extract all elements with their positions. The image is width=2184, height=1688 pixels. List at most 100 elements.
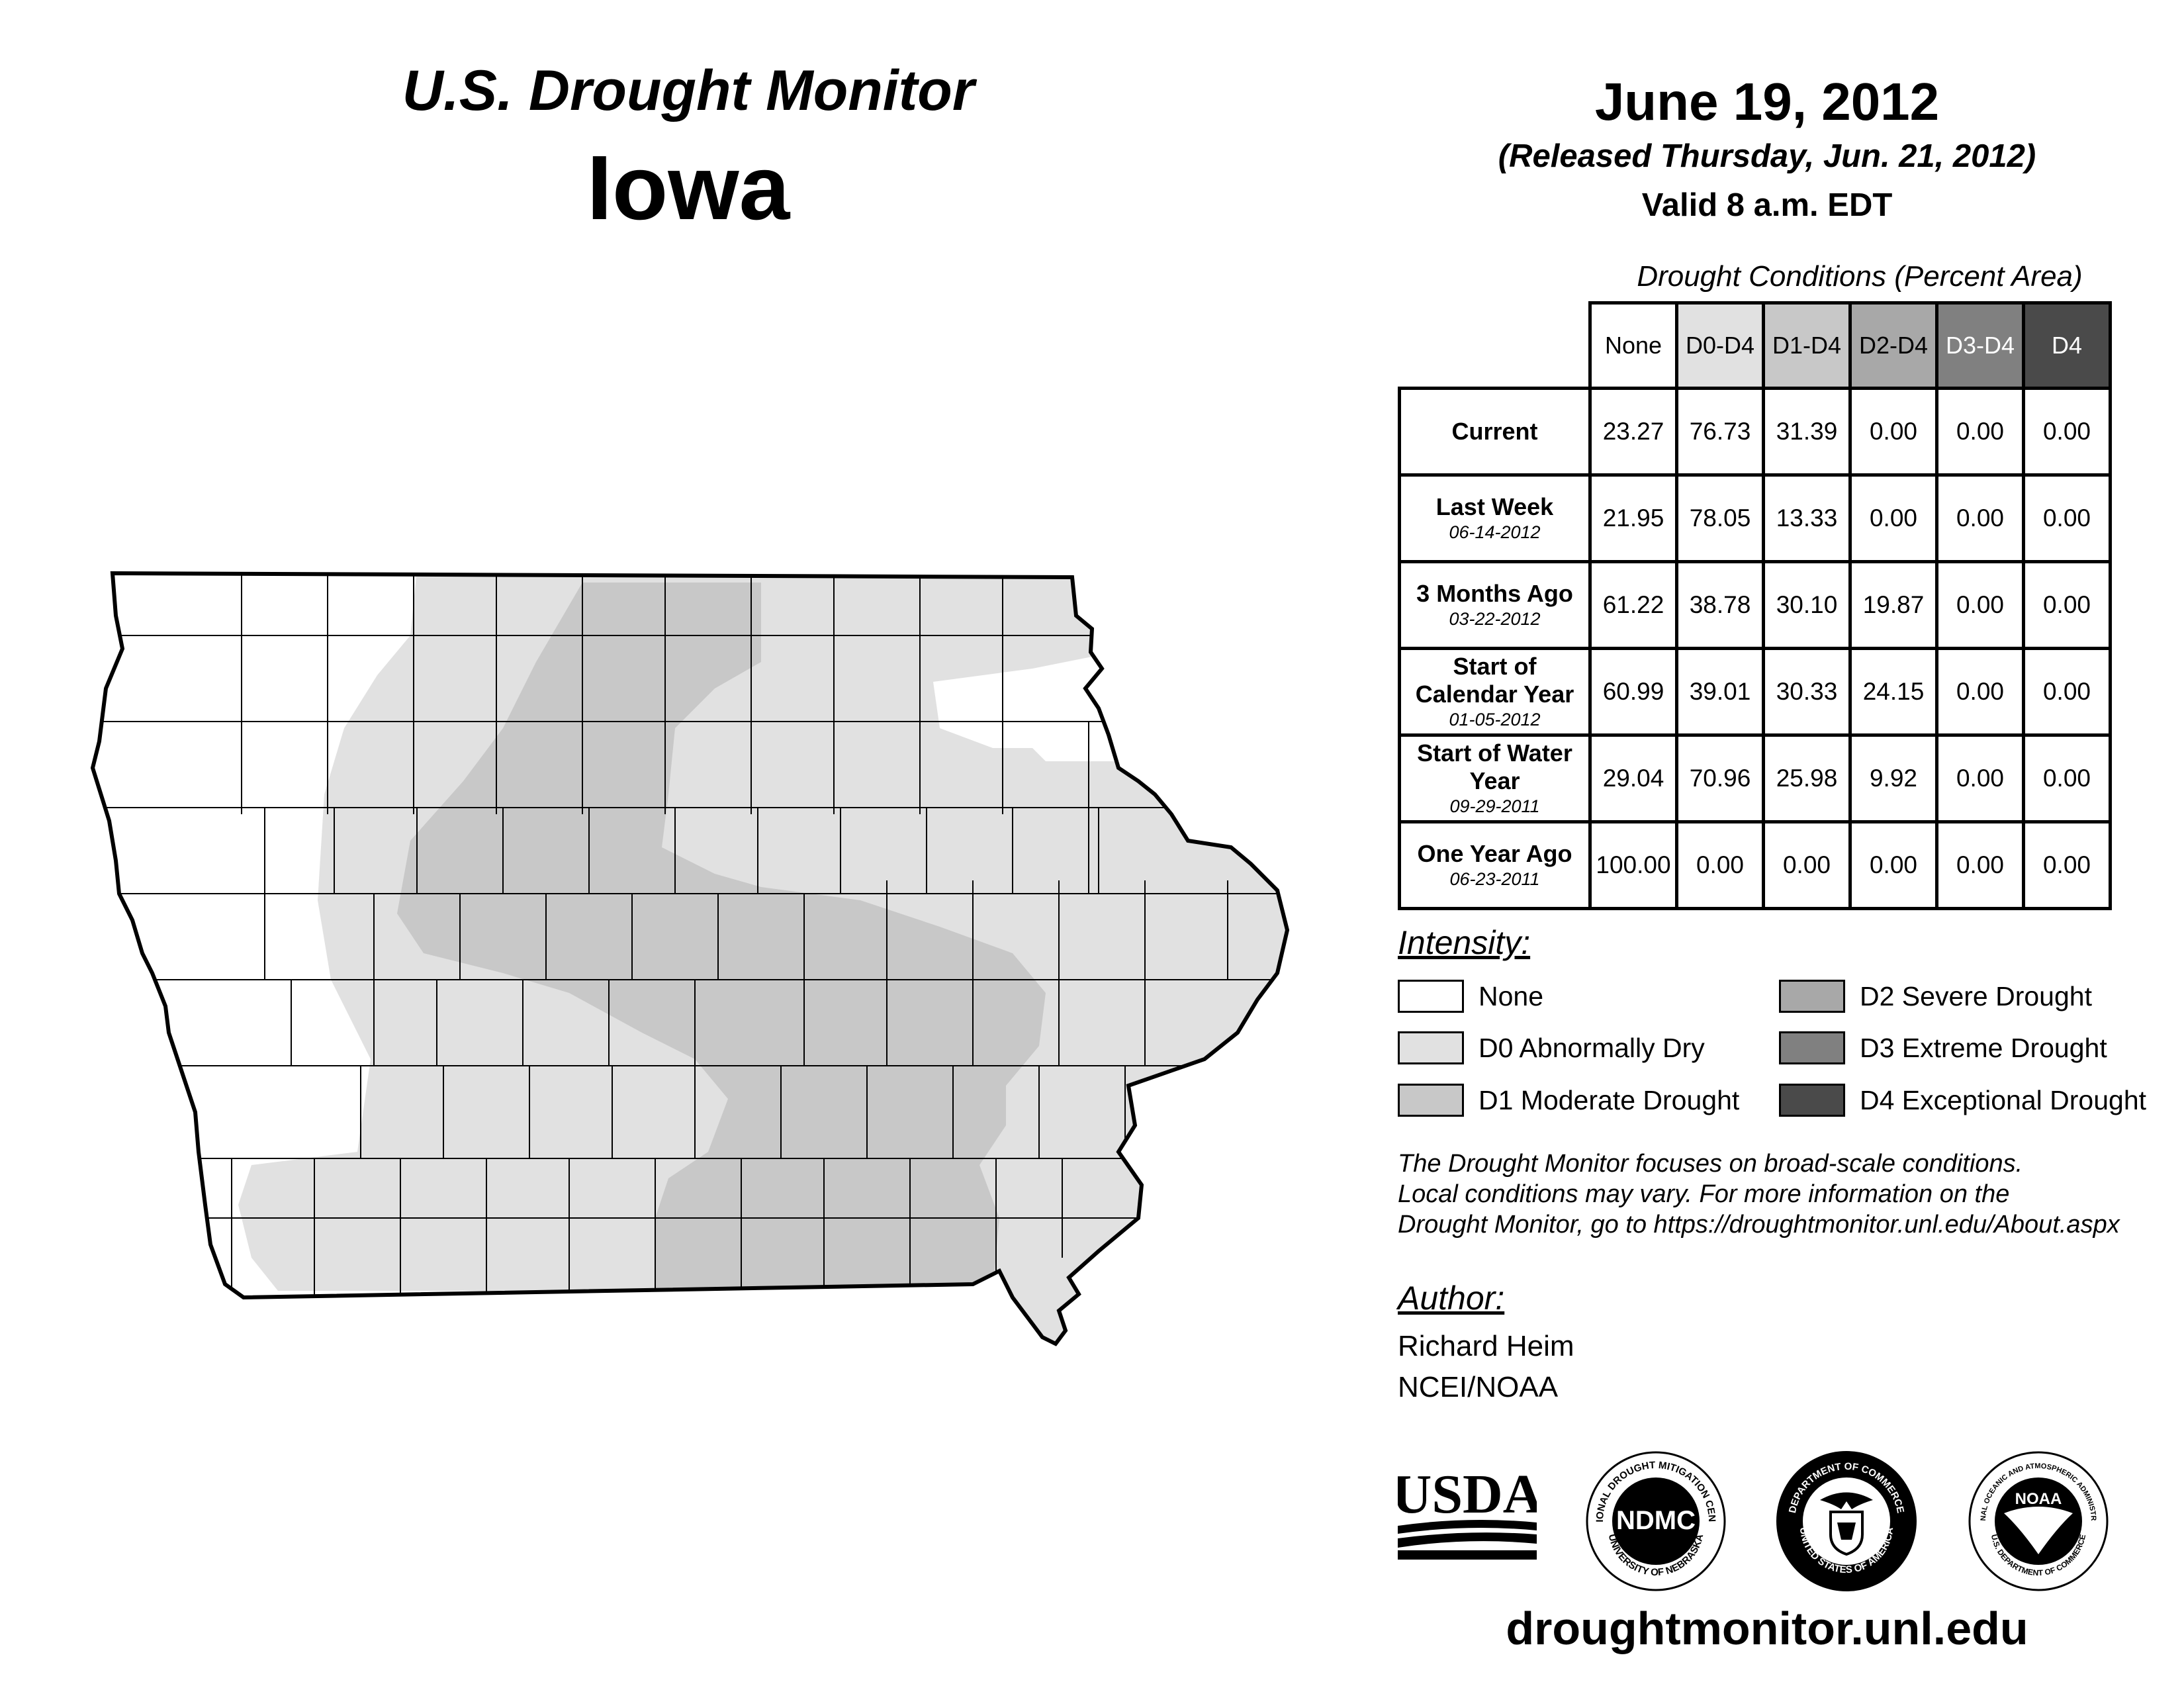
table-cell: 24.15 — [1848, 646, 1938, 737]
legend-item-d4: D4 Exceptional Drought — [1779, 1084, 2146, 1117]
d1-area — [397, 583, 1046, 1291]
row-date: 06-14-2012 — [1449, 522, 1541, 542]
col-header-d0-d4: D0-D4 — [1675, 301, 1765, 390]
valid-time: Valid 8 a.m. EDT — [1641, 187, 1893, 223]
row-label-text: Last Week — [1435, 492, 1554, 520]
noaa-bird-icon — [2004, 1507, 2073, 1554]
author-org: NCEI/NOAA — [1398, 1371, 1559, 1403]
table-cell: 21.95 — [1588, 473, 1678, 563]
table-cell: 0.00 — [1935, 386, 2025, 477]
row-label: Current — [1398, 386, 1592, 477]
row-label: Start of Water Year 09-29-2011 — [1398, 733, 1592, 823]
map-title: U.S. Drought Monitor — [402, 59, 975, 122]
ndmc-text: NDMC — [1616, 1506, 1696, 1535]
legend-label: D0 Abnormally Dry — [1479, 1032, 1705, 1063]
row-date: 06-23-2011 — [1449, 868, 1540, 889]
legend-swatch — [1398, 980, 1464, 1013]
table-row: One Year Ago 06-23-2011 100.00 0.00 0.00 … — [1398, 820, 2112, 910]
table-cell: 0.00 — [1848, 820, 1938, 910]
table-cell: 0.00 — [2022, 559, 2112, 650]
col-header-d3-d4: D3-D4 — [1935, 301, 2025, 390]
usda-text: USDA — [1398, 1464, 1537, 1525]
drought-monitor-note: The Drought Monitor focuses on broad-sca… — [1398, 1149, 2179, 1240]
table-cell: 78.05 — [1675, 473, 1765, 563]
table-cell: 0.00 — [2022, 473, 2112, 563]
legend-item-d3: D3 Extreme Drought — [1779, 1031, 2107, 1064]
iowa-drought-map — [0, 0, 1350, 1423]
table-cell: 0.00 — [2022, 733, 2112, 823]
legend-label: None — [1479, 980, 1544, 1011]
row-label-text: Current — [1451, 417, 1538, 445]
note-line: Drought Monitor, go to https://droughtmo… — [1398, 1211, 2120, 1239]
table-header-row: None D0-D4 D1-D4 D2-D4 D3-D4 D4 — [1400, 301, 2112, 390]
noaa-text: NOAA — [2015, 1490, 2062, 1508]
table-cell: 0.00 — [1848, 473, 1938, 563]
row-label: 3 Months Ago 03-22-2012 — [1398, 559, 1592, 650]
col-header-none: None — [1588, 301, 1678, 390]
table-cell: 39.01 — [1675, 646, 1765, 737]
row-label-text: Start of Calendar Year — [1415, 652, 1574, 708]
table-cell: 0.00 — [1935, 646, 2025, 737]
table-cell: 0.00 — [1935, 733, 2025, 823]
note-line: The Drought Monitor focuses on broad-sca… — [1398, 1150, 2023, 1178]
table-cell: 0.00 — [1848, 386, 1938, 477]
table-cell: 60.99 — [1588, 646, 1678, 737]
commerce-seal: DEPARTMENT OF COMMERCE UNITED STATES OF … — [1776, 1451, 1917, 1591]
table-cell: 30.10 — [1762, 559, 1852, 650]
table-cell: 0.00 — [1935, 559, 2025, 650]
table-caption: Drought Conditions (Percent Area) — [1637, 260, 2083, 293]
table-cell: 0.00 — [1935, 473, 2025, 563]
table-cell: 0.00 — [1762, 820, 1852, 910]
legend-swatch — [1779, 1084, 1845, 1117]
table-cell: 0.00 — [1935, 820, 2025, 910]
table-cell: 13.33 — [1762, 473, 1852, 563]
drought-conditions-table: None D0-D4 D1-D4 D2-D4 D3-D4 D4 Current … — [1398, 301, 2112, 910]
row-label-text: 3 Months Ago — [1416, 579, 1573, 607]
table-cell: 0.00 — [2022, 386, 2112, 477]
table-cell: 76.73 — [1675, 386, 1765, 477]
table-row: 3 Months Ago 03-22-2012 61.22 38.78 30.10… — [1398, 559, 2112, 650]
col-header-d4: D4 — [2022, 301, 2112, 390]
table-cell: 29.04 — [1588, 733, 1678, 823]
legend-item-d0: D0 Abnormally Dry — [1398, 1031, 1705, 1064]
table-row: Current 23.27 76.73 31.39 0.00 0.00 0.00 — [1398, 386, 2112, 477]
legend-swatch — [1398, 1084, 1464, 1117]
legend-item-d2: D2 Severe Drought — [1779, 980, 2092, 1013]
row-label: Start of Calendar Year 01-05-2012 — [1398, 646, 1592, 737]
legend-swatch — [1779, 980, 1845, 1013]
legend-swatch — [1779, 1031, 1845, 1064]
ndmc-logo: NATIONAL DROUGHT MITIGATION CENTER UNIVE… — [1583, 1448, 1726, 1591]
map-date: June 19, 2012 — [1594, 72, 1940, 131]
legend-title: Intensity: — [1398, 924, 1531, 961]
table-row: Start of Calendar Year 01-05-2012 60.99 3… — [1398, 646, 2112, 737]
table-cell: 70.96 — [1675, 733, 1765, 823]
row-date: 09-29-2011 — [1449, 796, 1540, 816]
table-cell: 100.00 — [1588, 820, 1678, 910]
release-date: (Released Thursday, Jun. 21, 2012) — [1498, 138, 2036, 174]
legend-label: D2 Severe Drought — [1860, 980, 2092, 1011]
author-name: Richard Heim — [1398, 1330, 1574, 1362]
state-name: Iowa — [586, 137, 790, 239]
author-heading: Author: — [1398, 1280, 1505, 1317]
table-cell: 9.92 — [1848, 733, 1938, 823]
legend-item-none: None — [1398, 980, 1543, 1013]
eagle-icon — [1820, 1492, 1873, 1509]
legend-swatch — [1398, 1031, 1464, 1064]
noaa-logo: NATIONAL OCEANIC AND ATMOSPHERIC ADMINIS… — [1966, 1448, 2109, 1591]
row-label-text: Start of Water Year — [1417, 739, 1572, 794]
table-cell: 23.27 — [1588, 386, 1678, 477]
table-cell: 19.87 — [1848, 559, 1938, 650]
table-row: Start of Water Year 09-29-2011 29.04 70.9… — [1398, 733, 2112, 823]
table-cell: 0.00 — [1675, 820, 1765, 910]
row-date: 03-22-2012 — [1449, 608, 1541, 629]
table-cell: 0.00 — [2022, 646, 2112, 737]
col-header-d1-d4: D1-D4 — [1762, 301, 1852, 390]
legend-label: D4 Exceptional Drought — [1860, 1084, 2147, 1115]
col-header-d2-d4: D2-D4 — [1848, 301, 1938, 390]
legend-item-d1: D1 Moderate Drought — [1398, 1084, 1739, 1117]
row-label: Last Week 06-14-2012 — [1398, 473, 1592, 563]
usda-logo: USDA — [1398, 1464, 1537, 1560]
legend-label: D1 Moderate Drought — [1479, 1084, 1740, 1115]
table-cell: 30.33 — [1762, 646, 1852, 737]
website-url: droughtmonitor.unl.edu — [1506, 1603, 2028, 1654]
